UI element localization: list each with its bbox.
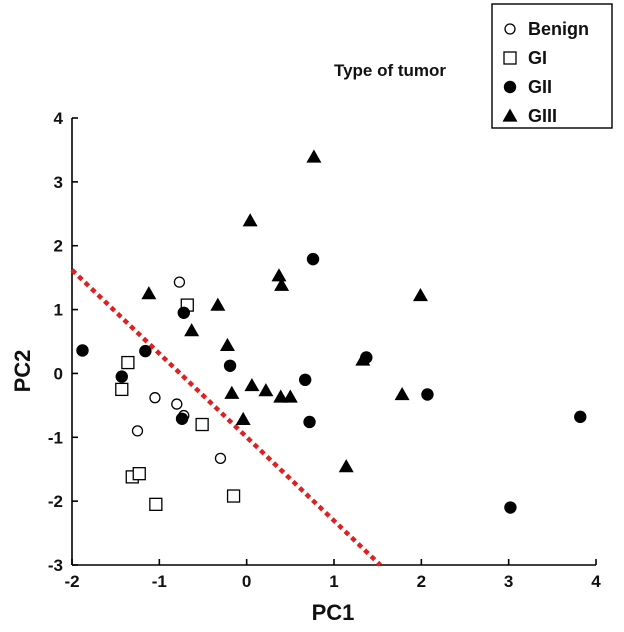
point-giii — [355, 352, 371, 366]
legend-marker-benign — [504, 23, 516, 35]
points-layer — [76, 149, 587, 514]
point-giii — [224, 385, 240, 399]
point-giii — [412, 288, 428, 302]
point-gi — [115, 382, 129, 397]
point-gii — [574, 410, 587, 424]
point-giii — [244, 378, 260, 392]
legend: Benign GI GII GIII — [491, 3, 613, 129]
y-tick-label: 0 — [54, 364, 63, 383]
x-tick-label: -1 — [152, 572, 167, 591]
point-giii — [210, 297, 226, 311]
y-tick-label: -3 — [48, 556, 63, 575]
point-gii — [139, 344, 152, 358]
point-giii — [282, 389, 298, 403]
point-benign — [149, 392, 161, 404]
point-gii — [504, 501, 517, 514]
y-tick-label: -1 — [48, 428, 63, 447]
legend-label-benign: Benign — [528, 19, 589, 39]
point-gii — [223, 359, 237, 372]
legend-marker-gi — [503, 51, 517, 65]
point-giii — [306, 149, 322, 163]
legend-title: Type of tumor — [334, 61, 446, 80]
point-benign — [171, 398, 183, 410]
point-giii — [235, 411, 251, 426]
point-gii — [177, 306, 190, 319]
point-gii — [303, 415, 316, 429]
separator-layer — [70, 268, 382, 567]
y-axis-title: PC2 — [10, 350, 35, 393]
point-benign — [173, 276, 186, 288]
x-axis-title: PC1 — [312, 600, 355, 625]
point-giii — [258, 383, 274, 397]
point-gii — [298, 373, 312, 387]
point-gi — [226, 489, 241, 503]
point-gi — [195, 417, 209, 432]
y-tick-label: 3 — [54, 173, 63, 192]
y-tick-label: 2 — [54, 237, 63, 256]
x-tick-label: 4 — [591, 572, 601, 591]
point-benign — [131, 425, 144, 437]
point-giii — [184, 323, 200, 337]
point-gii — [175, 412, 189, 425]
point-gii — [76, 344, 89, 357]
point-giii — [274, 277, 290, 291]
separator-line — [70, 268, 382, 567]
point-giii — [273, 389, 289, 403]
point-gii — [115, 370, 128, 383]
x-tick-label: 3 — [504, 572, 513, 591]
legend-marker-gii — [503, 80, 517, 94]
point-giii — [394, 387, 410, 401]
point-gi — [132, 467, 146, 481]
point-gii — [421, 388, 434, 401]
x-tick-label: 0 — [242, 572, 251, 591]
y-tick-label: -2 — [48, 492, 63, 511]
x-tick-label: -2 — [64, 572, 79, 591]
legend-label-gi: GI — [528, 48, 547, 68]
point-giii — [271, 268, 287, 282]
point-gii — [306, 252, 320, 266]
legend-marker-giii — [502, 108, 518, 122]
y-tick-label: 4 — [54, 109, 64, 128]
legend-label-gii: GII — [528, 77, 552, 97]
point-giii — [141, 286, 157, 300]
point-giii — [242, 213, 258, 227]
point-benign — [214, 452, 227, 465]
x-tick-label: 2 — [417, 572, 426, 591]
point-gi — [149, 497, 163, 511]
x-tick-label: 1 — [329, 572, 338, 591]
y-tick-label: 1 — [54, 301, 63, 320]
point-giii — [219, 337, 235, 351]
point-gi — [121, 355, 135, 370]
legend-label-giii: GIII — [528, 106, 557, 126]
point-giii — [338, 459, 354, 473]
